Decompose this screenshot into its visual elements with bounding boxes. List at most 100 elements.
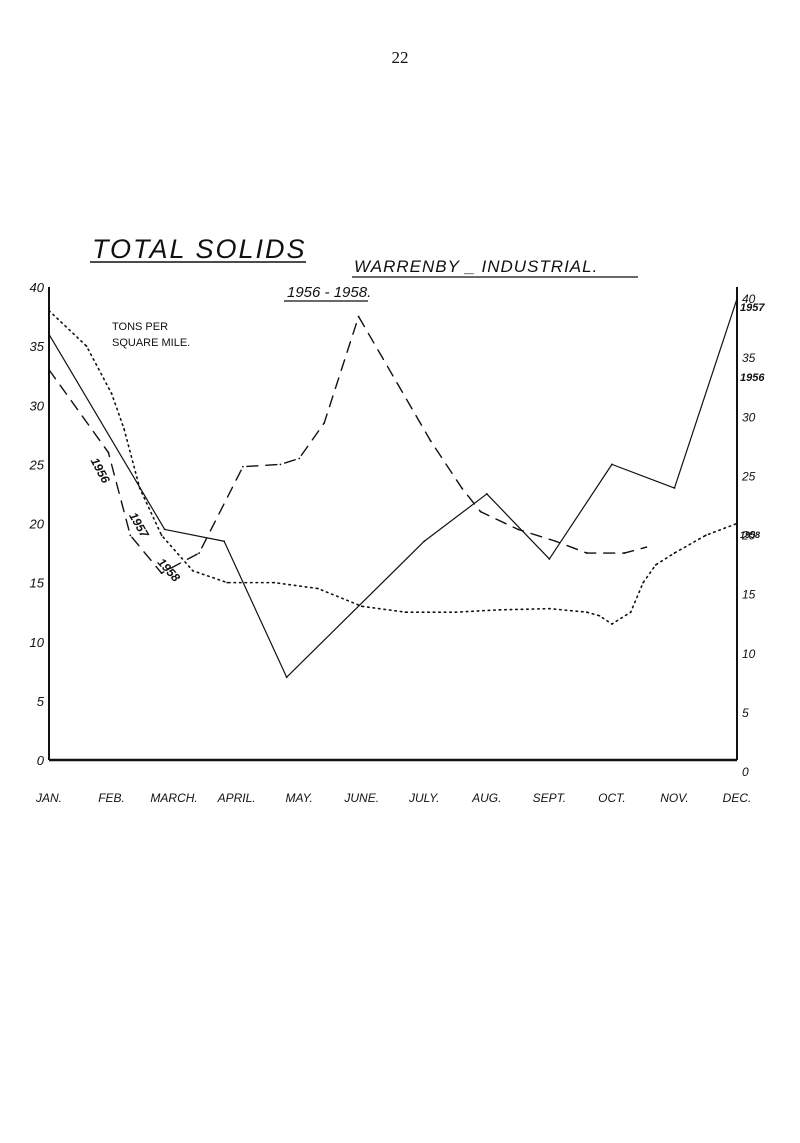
data-point-1956 — [645, 546, 648, 549]
data-point-1957 — [736, 297, 738, 300]
data-point-1958 — [360, 605, 363, 608]
left-tick-label: 25 — [29, 457, 45, 472]
left-tick-label: 5 — [37, 694, 45, 709]
data-point-1958 — [629, 611, 632, 614]
month-tick-label: FEB. — [98, 791, 125, 805]
right-tick-label: 25 — [741, 469, 756, 483]
data-point-1958 — [317, 587, 319, 590]
right-tick-labels: 0 5 10 15 20 25 30 35 40 — [741, 292, 756, 779]
chart-title: TOTAL SOLIDS — [92, 234, 307, 264]
month-tick-label: APRIL. — [217, 791, 256, 805]
month-tick-label: DEC. — [723, 791, 752, 805]
data-point-1958 — [498, 608, 501, 611]
month-tick-label: MARCH. — [150, 791, 197, 805]
data-point-1957 — [611, 463, 613, 466]
data-point-1958 — [585, 611, 588, 614]
data-point-1956 — [279, 463, 282, 466]
data-point-1957 — [548, 558, 551, 560]
right-tick-label: 20 — [741, 529, 756, 543]
data-point-1956 — [554, 540, 557, 543]
month-tick-label: JULY. — [408, 791, 439, 805]
right-tick-label: 0 — [742, 765, 749, 779]
data-point-1956 — [129, 534, 132, 537]
chart-subtitle: 1956 - 1958. — [287, 284, 371, 301]
left-tick-label: 0 — [37, 753, 45, 768]
left-tick-label: 40 — [30, 280, 45, 295]
page-number: 22 — [391, 48, 409, 67]
series-line-1958 — [48, 309, 738, 625]
data-point-1958 — [160, 534, 163, 537]
right-tick-label: 35 — [742, 351, 756, 365]
data-point-1956 — [585, 552, 588, 554]
right-edge-label-1957: 1957 — [740, 302, 765, 314]
data-point-1958 — [110, 392, 113, 395]
data-point-1956 — [241, 465, 244, 468]
data-point-1958 — [548, 607, 551, 610]
data-point-1957 — [673, 487, 676, 489]
data-point-1957 — [485, 493, 488, 495]
series-label-1956: 1956 — [88, 455, 113, 485]
month-tick-label: AUG. — [471, 791, 501, 805]
data-point-1958 — [454, 611, 457, 614]
data-point-1958 — [48, 309, 50, 312]
chart-title-right: WARRENBY _ INDUSTRIAL. — [354, 257, 598, 276]
data-point-1958 — [138, 487, 141, 489]
data-point-1956 — [357, 315, 360, 318]
series-layer — [48, 297, 738, 679]
data-point-1956 — [48, 368, 50, 371]
series-line-1956 — [48, 315, 648, 574]
data-point-1958 — [191, 569, 194, 572]
right-tick-label: 10 — [742, 647, 756, 661]
right-tick-label: 30 — [742, 410, 756, 424]
data-point-1958 — [123, 428, 125, 430]
left-tick-label: 30 — [30, 398, 45, 413]
left-tick-label: 15 — [30, 576, 45, 591]
data-point-1958 — [654, 563, 657, 566]
series-line-1957 — [48, 298, 738, 678]
right-tick-label: 15 — [742, 588, 756, 602]
data-point-1958 — [642, 581, 645, 584]
right-edge-label-1958: 1958 — [740, 530, 760, 540]
data-point-1957 — [48, 333, 50, 336]
data-point-1956 — [323, 422, 326, 424]
right-tick-label: 40 — [742, 292, 756, 306]
data-point-1956 — [160, 572, 163, 575]
left-tick-label: 20 — [29, 517, 45, 532]
month-tick-label: OCT. — [598, 791, 626, 805]
right-tick-label: 5 — [742, 706, 749, 720]
data-point-1958 — [404, 611, 407, 614]
month-tick-label: MAY. — [286, 791, 313, 805]
data-point-1956 — [107, 451, 110, 454]
data-point-1958 — [598, 614, 601, 617]
data-point-1957 — [423, 540, 426, 543]
month-tick-label: JAN. — [35, 791, 62, 805]
data-point-1956 — [623, 552, 626, 554]
data-point-1957 — [285, 676, 288, 679]
data-point-1958 — [673, 552, 676, 554]
month-tick-labels: JAN. FEB. MARCH. APRIL. MAY. JUNE. JULY. AUG. SE… — [35, 791, 751, 805]
data-point-1958 — [273, 581, 276, 584]
month-tick-label: SEPT. — [533, 791, 567, 805]
data-point-1956 — [429, 439, 432, 442]
data-point-1956 — [298, 457, 301, 460]
data-point-1958 — [736, 522, 738, 525]
left-tick-label: 10 — [30, 635, 45, 650]
data-point-1956 — [479, 510, 482, 513]
left-tick-label: 35 — [30, 339, 45, 354]
data-point-1958 — [226, 581, 229, 584]
series-label-1957: 1957 — [126, 510, 152, 541]
data-point-1958 — [85, 345, 88, 348]
left-tick-labels: 0 5 10 15 20 25 30 35 40 — [29, 280, 45, 768]
data-point-1958 — [611, 623, 613, 625]
right-edge-label-1956: 1956 — [740, 372, 765, 384]
data-point-1958 — [704, 534, 707, 537]
data-point-1956 — [198, 552, 201, 554]
data-point-1957 — [163, 528, 166, 531]
data-point-1957 — [223, 540, 226, 543]
month-tick-label: NOV. — [660, 791, 688, 805]
data-point-1956 — [517, 528, 519, 531]
month-tick-label: JUNE. — [343, 791, 379, 805]
data-point-1956 — [460, 487, 463, 489]
